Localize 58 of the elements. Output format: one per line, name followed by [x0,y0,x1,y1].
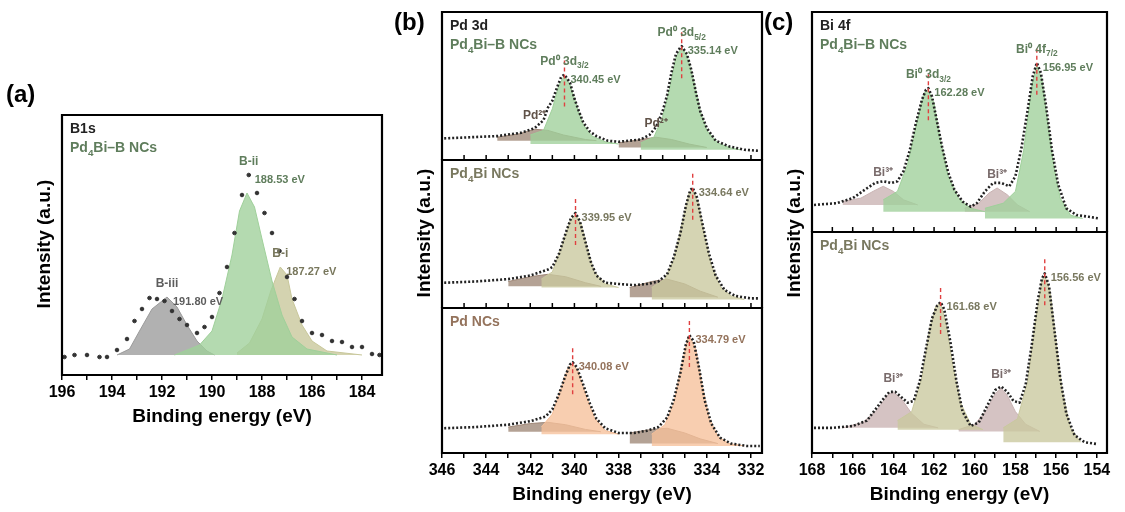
annotation: B-i [272,246,289,260]
x-tick-label: 190 [198,383,226,401]
annotation: 334.79 eV [695,333,747,346]
y-axis-title: Intensity (a.u.) [33,179,55,308]
annotation: 340.08 eV [578,360,630,373]
x-tick-label: 164 [880,461,907,479]
x-tick-label: 196 [48,383,76,401]
annotation: 340.45 eV [570,72,622,85]
text: B1s [70,120,96,136]
x-tick-label: 186 [298,383,326,401]
x-tick-label: 154 [1083,461,1111,479]
x-tick-label: 342 [516,461,544,479]
annotation: B-ii [239,154,259,168]
annotation: Bi³⁺ [991,367,1012,382]
annotation: 191.80 eV [173,295,224,307]
x-tick-label: 346 [428,461,456,479]
x-tick-label: 340 [561,461,588,479]
annotation: B-iii [155,276,179,290]
annotation: Bi³⁺ [883,370,904,385]
annotation: 335.14 eV [687,44,739,57]
x-tick-label: 168 [798,461,826,479]
chart-title: (b) [394,8,425,36]
x-axis-title: Binding energy (eV) [869,482,1050,504]
x-tick-label: 194 [98,383,126,401]
x-tick-label: 158 [1002,461,1029,479]
annotation: 339.95 eV [581,210,633,223]
x-axis-title: Binding energy (eV) [132,404,312,426]
text: Pd 3d [450,17,489,33]
y-axis-title: Intensity (a.u.) [783,168,805,297]
x-tick-label: 184 [348,383,376,401]
x-tick-label: 162 [920,461,948,479]
annotation: 162.28 eV [934,86,986,99]
annotation: 156.56 eV [1050,271,1102,284]
chart-title: (c) [764,8,794,36]
annotation: Pd²⁺ [523,108,547,123]
annotation: 161.68 eV [946,300,998,313]
text: Bi 4f [820,17,851,33]
x-tick-label: 166 [839,461,867,479]
x-tick-label: 344 [472,461,500,479]
x-tick-label: 334 [693,461,721,479]
annotation: Pd²⁺ [644,116,668,131]
chart-title: (a) [6,80,36,108]
annotation: 187.27 eV [286,265,338,277]
x-tick-label: 160 [961,461,989,479]
x-tick-label: 332 [737,461,765,479]
x-tick-label: 336 [649,461,677,479]
x-axis-title: Binding energy (eV) [512,482,692,504]
x-tick-label: 338 [605,461,632,479]
x-tick-label: 192 [148,383,176,401]
annotation: Bi³⁺ [873,165,894,180]
annotation: 156.95 eV [1042,60,1094,73]
x-tick-label: 188 [248,383,276,401]
x-tick-label: 156 [1042,461,1070,479]
y-axis-title: Intensity (a.u.) [413,168,435,297]
annotation: 334.64 eV [698,185,750,198]
annotation: Bi³⁺ [987,167,1008,181]
text: Pd NCs [450,313,500,329]
annotation: 188.53 eV [254,173,306,185]
